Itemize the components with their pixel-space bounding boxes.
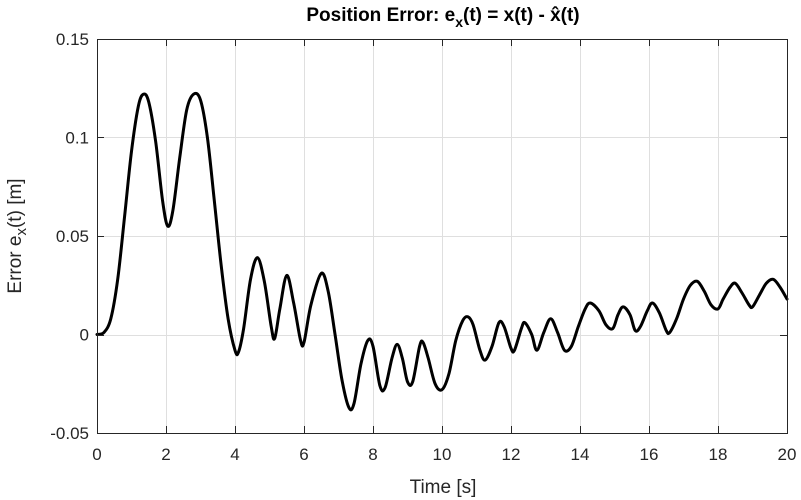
x-tick-label: 20	[778, 445, 797, 464]
y-tick-labels: -0.05 0 0.05 0.1 0.15	[50, 30, 89, 443]
x-tick-label: 0	[92, 445, 101, 464]
x-tick-label: 14	[571, 445, 590, 464]
x-tick-label: 12	[502, 445, 521, 464]
x-axis-label: Time [s]	[410, 477, 477, 498]
y-tick-label: 0.05	[56, 227, 89, 246]
x-tick-labels: 0 2 4 6 8 10 12 14 16 18 20	[92, 445, 796, 464]
x-tick-label: 18	[709, 445, 728, 464]
y-tick-label: 0.15	[56, 30, 89, 49]
y-tick-label: -0.05	[50, 424, 89, 443]
x-tick-label: 8	[368, 445, 377, 464]
series-layer	[95, 91, 789, 412]
y-axis-label: Error ex(t) [m]	[5, 178, 30, 293]
y-tick-label: 0	[80, 326, 89, 345]
x-tick-label: 16	[640, 445, 659, 464]
x-tick-label: 10	[433, 445, 452, 464]
x-tick-label: 4	[230, 445, 239, 464]
x-tick-label: 6	[299, 445, 308, 464]
series-line-ex	[95, 91, 789, 412]
x-tick-label: 2	[161, 445, 170, 464]
y-tick-label: 0.1	[65, 129, 89, 148]
tick-marks	[97, 39, 788, 434]
chart-title: Position Error: ex(t) = x(t) - x̂(t)	[306, 5, 579, 30]
